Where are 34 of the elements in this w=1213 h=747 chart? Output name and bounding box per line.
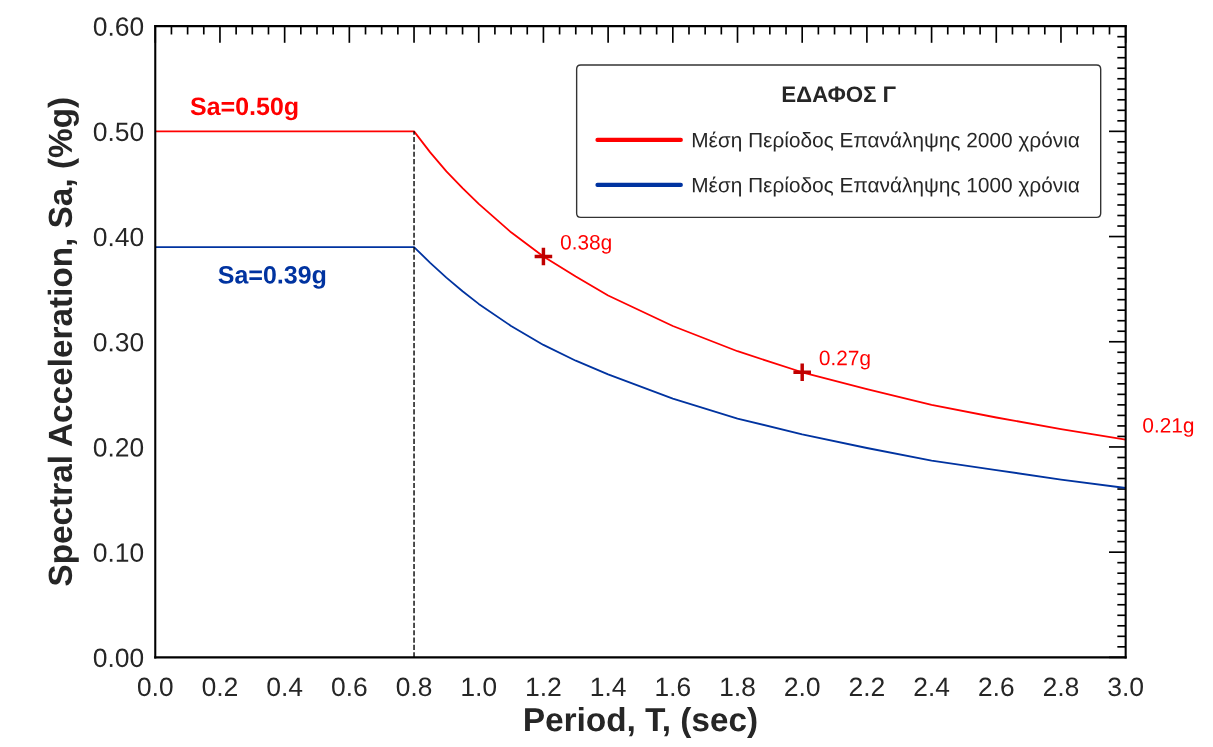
y-tick-label: 0.10 — [93, 543, 144, 562]
annotation: 0.27g — [819, 350, 870, 370]
x-tick-label: 1.6 — [656, 677, 690, 697]
x-tick-label: 1.2 — [527, 677, 561, 696]
y-tick-label: 0.60 — [93, 17, 144, 36]
y-tick-label: 0.30 — [93, 332, 144, 352]
legend-title: ΕΔΑΦΟΣ Γ — [782, 86, 896, 103]
line-series — [155, 130, 1126, 441]
y-tick-label: 0.50 — [93, 122, 144, 142]
legend-label: Μέση Περίοδος Επανάληψης 2000 χρόνια — [692, 131, 1080, 152]
annotation: 0.38g — [560, 234, 611, 254]
x-tick-label: 0.0 — [137, 677, 173, 697]
x-tick-label: 0.2 — [202, 677, 237, 697]
x-tick-label: 2.8 — [1043, 677, 1079, 697]
y-tick-label: 0.20 — [93, 438, 144, 457]
y-axis-title: Spectral Acceleration, Sa, (%g) — [47, 98, 79, 586]
annotation: Sa=0.50g — [190, 97, 298, 121]
x-tick-label: 0.8 — [396, 677, 432, 697]
y-tick-label: 0.40 — [93, 227, 144, 247]
x-tick-label: 0.4 — [267, 677, 303, 697]
x-tick-label: 1.8 — [721, 677, 755, 697]
annotation: 0.21g — [1143, 417, 1194, 437]
x-tick-label: 3.0 — [1108, 677, 1143, 697]
y-tick-label: 0.00 — [93, 648, 144, 668]
x-axis-title: Period, T, (sec) — [525, 706, 757, 739]
x-tick-label: 1.0 — [462, 677, 497, 697]
x-tick-label: 2.4 — [914, 677, 950, 696]
x-tick-label: 0.6 — [332, 677, 367, 697]
x-tick-label: 2.0 — [785, 677, 820, 697]
legend-label: Μέση Περίοδος Επανάληψης 1000 χρόνια — [692, 176, 1080, 197]
x-tick-label: 2.2 — [849, 677, 884, 696]
annotation: Sa=0.39g — [218, 265, 326, 289]
x-tick-label: 2.6 — [979, 677, 1014, 697]
x-tick-label: 1.4 — [591, 677, 626, 696]
